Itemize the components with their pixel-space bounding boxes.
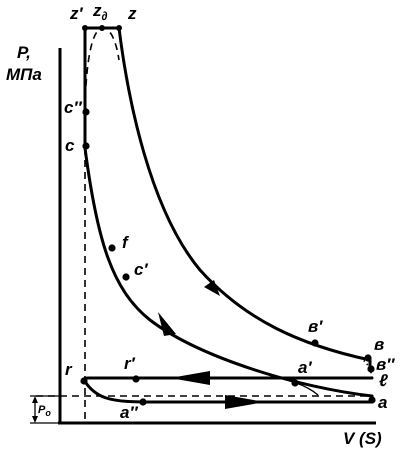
point-c-dprime bbox=[82, 108, 90, 116]
expansion-arrow bbox=[204, 280, 220, 296]
point-a bbox=[368, 396, 376, 404]
point-r-prime bbox=[132, 375, 140, 383]
point-b bbox=[364, 354, 372, 362]
real-combustion-curve bbox=[84, 27, 120, 111]
exhaust-arrow bbox=[170, 371, 210, 385]
label-f: f bbox=[122, 233, 130, 252]
compression-curve bbox=[83, 146, 374, 398]
expansion-curve bbox=[117, 26, 372, 362]
point-a-dprime bbox=[139, 398, 147, 406]
label-r-prime: r′ bbox=[124, 354, 136, 373]
label-b-dprime: в″ bbox=[376, 355, 395, 374]
x-axis-label: V (S) bbox=[343, 429, 382, 448]
label-a-prime: a′ bbox=[298, 358, 312, 377]
point-z bbox=[116, 25, 122, 31]
point-z-prime bbox=[82, 25, 88, 31]
label-z: z bbox=[127, 4, 137, 23]
point-a-prime bbox=[291, 379, 299, 387]
label-b-prime: в′ bbox=[308, 317, 323, 336]
label-b: в bbox=[374, 335, 384, 354]
label-r: r bbox=[65, 360, 73, 379]
label-c: c bbox=[65, 136, 75, 155]
label-a-dprime: a″ bbox=[120, 403, 138, 422]
label-c-dprime: c″ bbox=[64, 98, 82, 117]
po-label: Po bbox=[38, 404, 51, 418]
compression-arrow bbox=[158, 312, 176, 336]
label-a: a bbox=[378, 393, 387, 412]
label-z-prime: z′ bbox=[69, 4, 84, 23]
point-b-prime bbox=[311, 339, 319, 347]
exhaust-line bbox=[81, 376, 374, 384]
label-c-prime: c′ bbox=[134, 260, 148, 279]
po-arrow-up bbox=[32, 396, 38, 403]
point-r bbox=[80, 377, 88, 385]
point-c-prime bbox=[122, 273, 130, 281]
point-c bbox=[82, 142, 90, 150]
intake-arrow bbox=[225, 395, 265, 409]
label-z-d: z∂ bbox=[92, 1, 108, 23]
po-arrow-down bbox=[32, 416, 38, 423]
point-f bbox=[108, 244, 116, 252]
point-b-dprime bbox=[367, 365, 375, 373]
y-axis-label-line1: P, bbox=[17, 43, 31, 62]
label-b-script: ℓ bbox=[379, 371, 388, 390]
point-z-d bbox=[99, 25, 105, 31]
y-axis-label-line2: МПа bbox=[6, 65, 42, 84]
